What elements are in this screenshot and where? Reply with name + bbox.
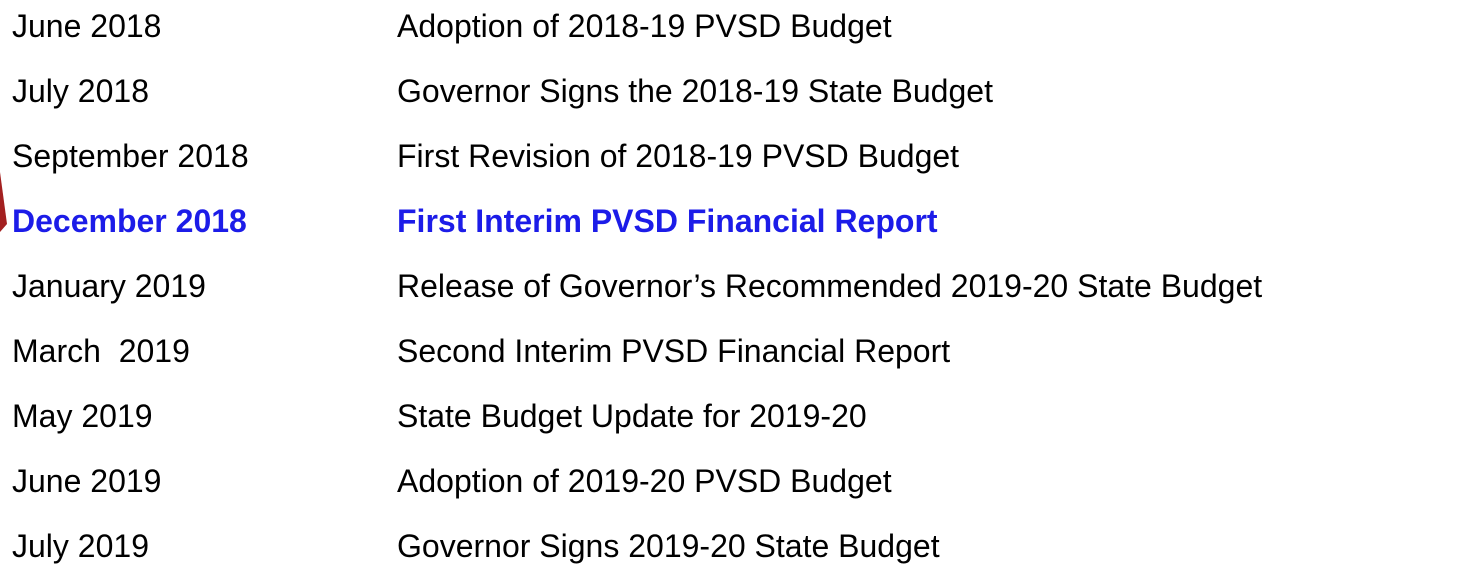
row-event: First Interim PVSD Financial Report (397, 203, 938, 239)
row-event: Adoption of 2018-19 PVSD Budget (397, 8, 892, 44)
row-event: Governor Signs 2019-20 State Budget (397, 528, 940, 564)
row-event: Adoption of 2019-20 PVSD Budget (397, 463, 892, 499)
arrow-fragment (0, 172, 7, 232)
row-date: January 2019 (12, 268, 206, 304)
row-date: May 2019 (12, 398, 153, 434)
row-date: July 2018 (12, 73, 149, 109)
row-event: Governor Signs the 2018-19 State Budget (397, 73, 993, 109)
row-event: Second Interim PVSD Financial Report (397, 333, 951, 369)
row-date: July 2019 (12, 528, 149, 564)
row-event: First Revision of 2018-19 PVSD Budget (397, 138, 960, 174)
row-event: State Budget Update for 2019-20 (397, 398, 867, 434)
row-event: Release of Governor’s Recommended 2019-2… (397, 268, 1263, 304)
row-date: December 2018 (12, 203, 247, 239)
row-date: June 2019 (12, 463, 162, 499)
row-date: June 2018 (12, 8, 162, 44)
row-date: September 2018 (12, 138, 249, 174)
row-date: March 2019 (12, 333, 190, 369)
